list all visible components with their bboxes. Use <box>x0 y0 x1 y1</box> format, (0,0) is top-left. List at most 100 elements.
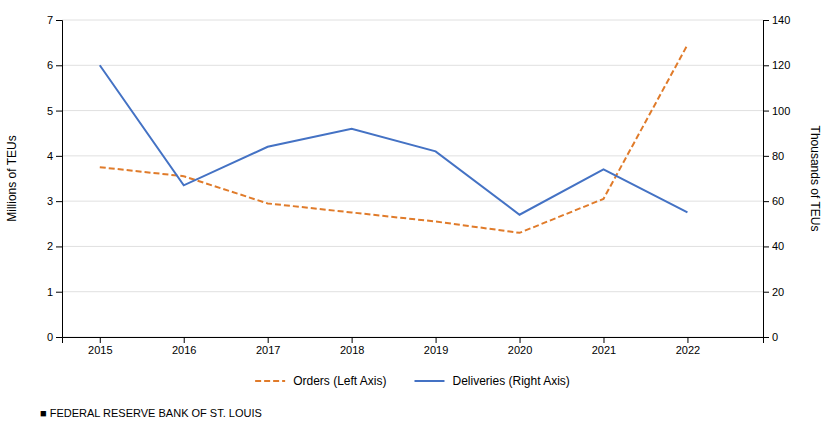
plot: 2015 2016 2017 2018 2019 2020 2021 2022 0 1 2 3 4 5 6 7… <box>47 14 790 356</box>
legend-label: Deliveries (Right Axis) <box>452 374 569 388</box>
tick-label: 7 <box>47 14 53 26</box>
tick-label: 6 <box>47 59 53 71</box>
grid-line <box>62 20 763 21</box>
footer-note: ■ FEDERAL RESERVE BANK OF ST. LOUIS <box>40 407 262 419</box>
tick-label: 5 <box>47 105 53 117</box>
tick-mark <box>56 246 62 247</box>
tick: 6 <box>47 59 62 71</box>
tick-mark <box>763 246 769 247</box>
tick-mark <box>56 156 62 157</box>
tick: 2016 <box>172 337 196 356</box>
tick: 40 <box>763 240 784 252</box>
tick: 4 <box>47 150 62 162</box>
grid-line <box>62 201 763 202</box>
tick-mark <box>100 337 101 343</box>
grid-line <box>62 246 763 247</box>
tick: 140 <box>763 14 790 26</box>
grid-line <box>62 110 763 111</box>
tick: 2022 <box>676 337 700 356</box>
y-axis: 0 1 2 3 4 5 6 7 <box>47 14 63 343</box>
tick-mark <box>56 20 62 21</box>
tick-mark <box>687 337 688 343</box>
tick: 100 <box>763 105 790 117</box>
tick-label: 0 <box>772 331 778 343</box>
tick-label: 1 <box>47 286 53 298</box>
tick-label: 40 <box>772 240 784 252</box>
tick-label: 2021 <box>592 344 616 356</box>
tick: 2020 <box>508 337 532 356</box>
tick: 2019 <box>424 337 448 356</box>
tick-label: 60 <box>772 195 784 207</box>
tick-mark <box>56 292 62 293</box>
tick-label: 2017 <box>256 344 280 356</box>
tick-label: 2019 <box>424 344 448 356</box>
legend-label: Orders (Left Axis) <box>293 374 386 388</box>
tick-label: 20 <box>772 286 784 298</box>
tick: 7 <box>47 14 62 26</box>
tick-mark <box>763 292 769 293</box>
tick-mark <box>763 111 769 112</box>
axis-line <box>764 21 770 338</box>
tick-mark <box>763 20 769 21</box>
series-line <box>100 45 688 233</box>
tick: 2017 <box>256 337 280 356</box>
tick-label: 100 <box>772 105 790 117</box>
tick: 60 <box>763 195 784 207</box>
tick-mark <box>56 201 62 202</box>
tick-label: 2 <box>47 240 53 252</box>
tick-mark <box>436 337 437 343</box>
tick: 2015 <box>88 337 112 356</box>
tick-label: 2018 <box>340 344 364 356</box>
tick: 5 <box>47 105 62 117</box>
tick-mark <box>56 65 62 66</box>
tick: 120 <box>763 59 790 71</box>
tick-label: 2022 <box>676 344 700 356</box>
series-line <box>100 65 688 214</box>
tick-label: 120 <box>772 59 790 71</box>
tick-mark <box>763 156 769 157</box>
tick: 80 <box>763 150 784 162</box>
grid-line <box>62 65 763 66</box>
axis-line <box>63 338 764 344</box>
tick: 0 <box>763 331 778 343</box>
tick: 3 <box>47 195 62 207</box>
legend-item: Orders (Left Axis) <box>255 374 386 388</box>
x-axis: 2015 2016 2017 2018 2019 2020 2021 2022 <box>63 337 764 356</box>
tick-mark <box>763 337 769 338</box>
legend: Orders (Left Axis) Deliveries (Right Axis… <box>255 374 570 388</box>
tick-mark <box>352 337 353 343</box>
tick-mark <box>520 337 521 343</box>
tick-label: 3 <box>47 195 53 207</box>
tick-mark <box>763 201 769 202</box>
tick-mark <box>56 111 62 112</box>
lines <box>100 45 688 233</box>
y-axis-title: Millions of TEUs <box>5 135 19 221</box>
legend-swatch <box>414 380 444 382</box>
tick-mark <box>56 337 62 338</box>
tick: 2018 <box>340 337 364 356</box>
tick-label: 0 <box>47 331 53 343</box>
tick-label: 4 <box>47 150 53 162</box>
axis-line <box>56 21 63 338</box>
tick-mark <box>184 337 185 343</box>
chart: 2015 2016 2017 2018 2019 2020 2021 2022 0 1 2 3 4 5 6 7… <box>0 0 825 429</box>
legend-swatch <box>255 380 285 382</box>
y2-axis: 0 20 40 60 80 100 120 140 <box>763 14 790 343</box>
tick-mark <box>603 337 604 343</box>
tick-label: 140 <box>772 14 790 26</box>
y2-axis-title: Thousands of TEUs <box>808 126 822 232</box>
grid-line <box>62 291 763 292</box>
tick-mark <box>763 65 769 66</box>
tick: 1 <box>47 286 62 298</box>
tick-label: 2020 <box>508 344 532 356</box>
tick: 2 <box>47 240 62 252</box>
tick: 0 <box>47 331 62 343</box>
tick-mark <box>268 337 269 343</box>
legend-item: Deliveries (Right Axis) <box>414 374 569 388</box>
grid-line <box>62 155 763 156</box>
tick-label: 80 <box>772 150 784 162</box>
grid <box>62 20 763 337</box>
tick: 20 <box>763 286 784 298</box>
tick-label: 2015 <box>88 344 112 356</box>
tick: 2021 <box>592 337 616 356</box>
